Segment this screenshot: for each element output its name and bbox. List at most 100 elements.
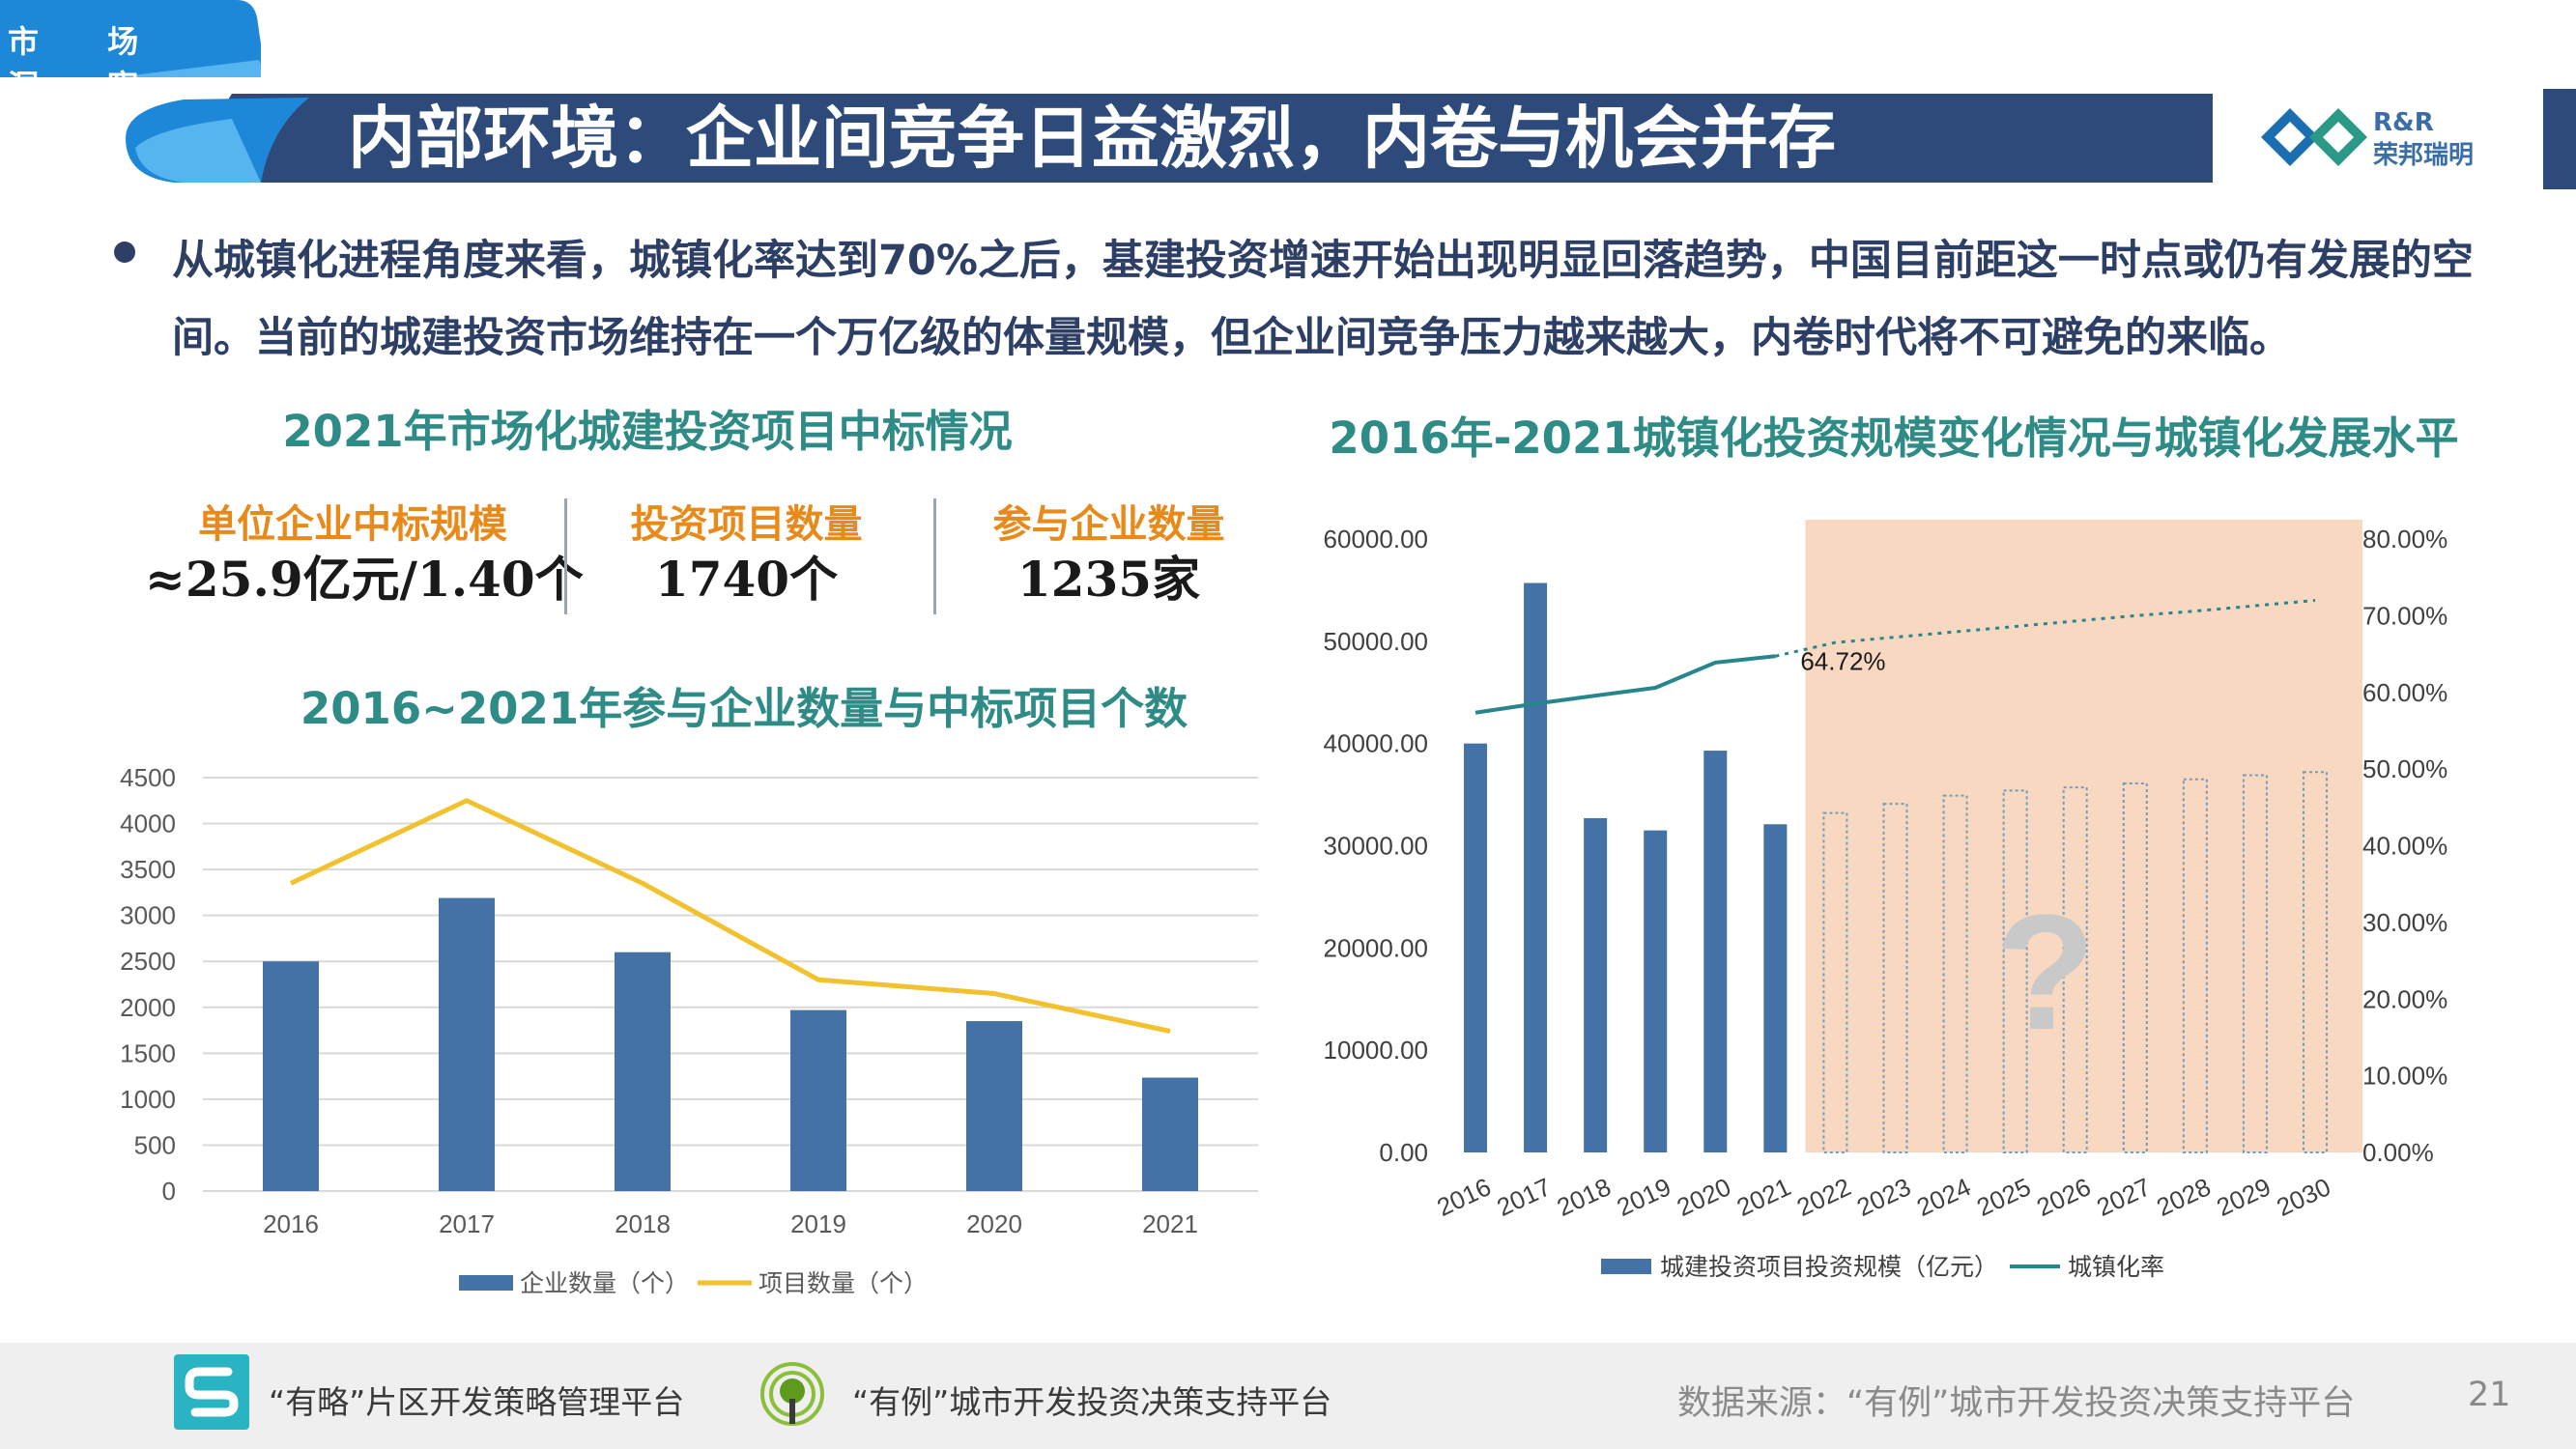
line-urbanization-forecast <box>1775 599 2316 658</box>
left-chart-title: 2016~2021年参与企业数量与中标项目个数 <box>300 683 1188 734</box>
forecast-region <box>1805 520 2362 1152</box>
y-tick-label: 2500 <box>120 947 176 976</box>
x-tick-label: 2027 <box>2092 1172 2155 1222</box>
bar-investment <box>1644 830 1668 1152</box>
y-tick-label: 2000 <box>120 993 176 1022</box>
y-tick-label-right: 0.00% <box>2362 1138 2434 1167</box>
stat-value-scale: ≈25.9亿元/1.40个 <box>145 551 584 608</box>
y-tick-label-left: 60000.00 <box>1324 525 1428 554</box>
line-urbanization <box>1474 654 1776 715</box>
legend-label-projects: 项目数量（个） <box>758 1270 928 1297</box>
page-title: 内部环境：企业间竞争日益激烈，内卷与机会并存 <box>348 99 1836 178</box>
y-tick-label-right: 50.00% <box>2362 754 2447 783</box>
title-banner <box>126 94 2213 183</box>
youlue-platform-icon <box>174 1354 249 1430</box>
y-tick-label: 3500 <box>120 855 176 884</box>
x-tick-label: 2018 <box>615 1209 671 1238</box>
logo-text-cn: 荣邦瑞明 <box>2373 141 2475 170</box>
y-tick-label-right: 30.00% <box>2362 908 2447 937</box>
y-tick-label-left: 20000.00 <box>1324 933 1428 962</box>
stat-value-companies: 1235家 <box>1016 551 1201 608</box>
section-tag-label: 市 场 洞 察 <box>8 23 168 104</box>
bar-investment <box>1584 817 1608 1152</box>
y-tick-label: 1000 <box>120 1085 176 1114</box>
chart-companies-projects: 0 500 1000 1500 2000 2500 3000 3500 4000 4500 201… <box>120 763 1258 1297</box>
annotation-64-72: 64.72% <box>1800 646 1885 675</box>
x-tick-label: 2022 <box>1792 1172 1855 1222</box>
bar-investment-forecast <box>1822 811 1848 1153</box>
x-tick-label: 2018 <box>1553 1172 1616 1222</box>
footer-source: 数据来源：“有例”城市开发投资决策支持平台 <box>1677 1384 2356 1423</box>
y-tick-label-left: 0.00 <box>1379 1138 1428 1167</box>
y-tick-label-right: 20.00% <box>2362 984 2447 1013</box>
legend-label-investment: 城建投资项目投资规模（亿元） <box>1660 1254 1998 1281</box>
youli-platform-icon <box>760 1362 824 1426</box>
bar-companies <box>615 952 671 1191</box>
question-mark: ? <box>1995 881 2096 1065</box>
x-tick-label: 2016 <box>1432 1172 1495 1222</box>
stat-divider <box>564 498 567 614</box>
bar-investment-forecast <box>2182 778 2208 1153</box>
x-tick-label: 2020 <box>1673 1172 1735 1222</box>
legend-swatch-bar <box>1601 1259 1651 1274</box>
company-logo <box>2251 93 2493 182</box>
x-tick-label: 2019 <box>1613 1172 1675 1222</box>
bar-companies <box>439 897 495 1191</box>
corner-decoration <box>2543 89 2576 189</box>
x-tick-label: 2026 <box>2032 1172 2095 1222</box>
logo-text-en: R&R <box>2373 108 2434 137</box>
stat-divider <box>933 498 936 614</box>
x-tick-label: 2024 <box>1912 1172 1975 1222</box>
bar-investment <box>1763 824 1788 1152</box>
stat-label-projects: 投资项目数量 <box>630 502 863 547</box>
x-tick-label: 2023 <box>1852 1172 1915 1222</box>
left-section-title: 2021年市场化城建投资项目中标情况 <box>282 406 1013 457</box>
y-tick-label-right: 60.00% <box>2362 678 2447 707</box>
section-tag <box>0 0 261 77</box>
y-tick-label-right: 80.00% <box>2362 525 2447 554</box>
x-tick-label: 2021 <box>1732 1172 1795 1222</box>
footer-bar <box>0 1343 2576 1449</box>
bar-companies <box>790 1009 846 1191</box>
bar-companies <box>966 1021 1022 1191</box>
footer-platform-2: “有例”城市开发投资决策支持平台 <box>852 1383 1332 1421</box>
stat-label-companies: 参与企业数量 <box>992 502 1225 547</box>
y-tick-label-left: 40000.00 <box>1324 729 1428 758</box>
x-tick-label: 2017 <box>439 1209 495 1238</box>
y-tick-label: 500 <box>134 1130 176 1159</box>
bar-investment-forecast <box>1882 803 1908 1153</box>
bar-companies <box>263 961 319 1191</box>
y-tick-label: 0 <box>162 1177 176 1206</box>
bar-investment-forecast <box>2062 786 2088 1153</box>
x-tick-label: 2025 <box>1972 1172 2035 1222</box>
y-tick-label: 3000 <box>120 901 176 930</box>
page-number: 21 <box>2468 1376 2511 1414</box>
legend-swatch-bar <box>459 1275 513 1291</box>
summary-paragraph: 从城镇化进程角度来看，城镇化率达到70%之后，基建投资增速开始出现明显回落趋势，… <box>172 237 2474 362</box>
line-projects <box>289 798 1171 1034</box>
bar-investment-forecast <box>1942 794 1968 1153</box>
y-tick-label: 4000 <box>120 810 176 838</box>
y-tick-label: 1500 <box>120 1038 176 1067</box>
bullet-icon <box>114 242 135 263</box>
y-tick-label-left: 50000.00 <box>1324 627 1428 656</box>
y-tick-label: 4500 <box>120 763 176 792</box>
bar-investment <box>1703 751 1728 1152</box>
footer-platform-1: “有略”片区开发策略管理平台 <box>269 1383 685 1421</box>
x-tick-label: 2028 <box>2152 1172 2215 1222</box>
bar-companies <box>1142 1077 1198 1191</box>
bar-investment-forecast <box>2242 774 2268 1153</box>
y-tick-label-right: 40.00% <box>2362 832 2447 861</box>
right-chart-title: 2016年-2021城镇化投资规模变化情况与城镇化发展水平 <box>1329 412 2459 464</box>
x-tick-label: 2030 <box>2272 1172 2334 1222</box>
x-tick-label: 2019 <box>790 1209 846 1238</box>
bar-investment <box>1524 582 1548 1152</box>
x-tick-label: 2016 <box>263 1209 319 1238</box>
bar-investment <box>1464 743 1487 1152</box>
legend-label-urbanization: 城镇化率 <box>2068 1254 2164 1281</box>
y-tick-label-right: 10.00% <box>2362 1062 2447 1091</box>
stat-value-projects: 1740个 <box>654 551 839 608</box>
x-tick-label: 2029 <box>2212 1172 2275 1222</box>
legend-label-companies: 企业数量（个） <box>520 1270 689 1297</box>
bar-investment-forecast <box>2303 771 2328 1153</box>
